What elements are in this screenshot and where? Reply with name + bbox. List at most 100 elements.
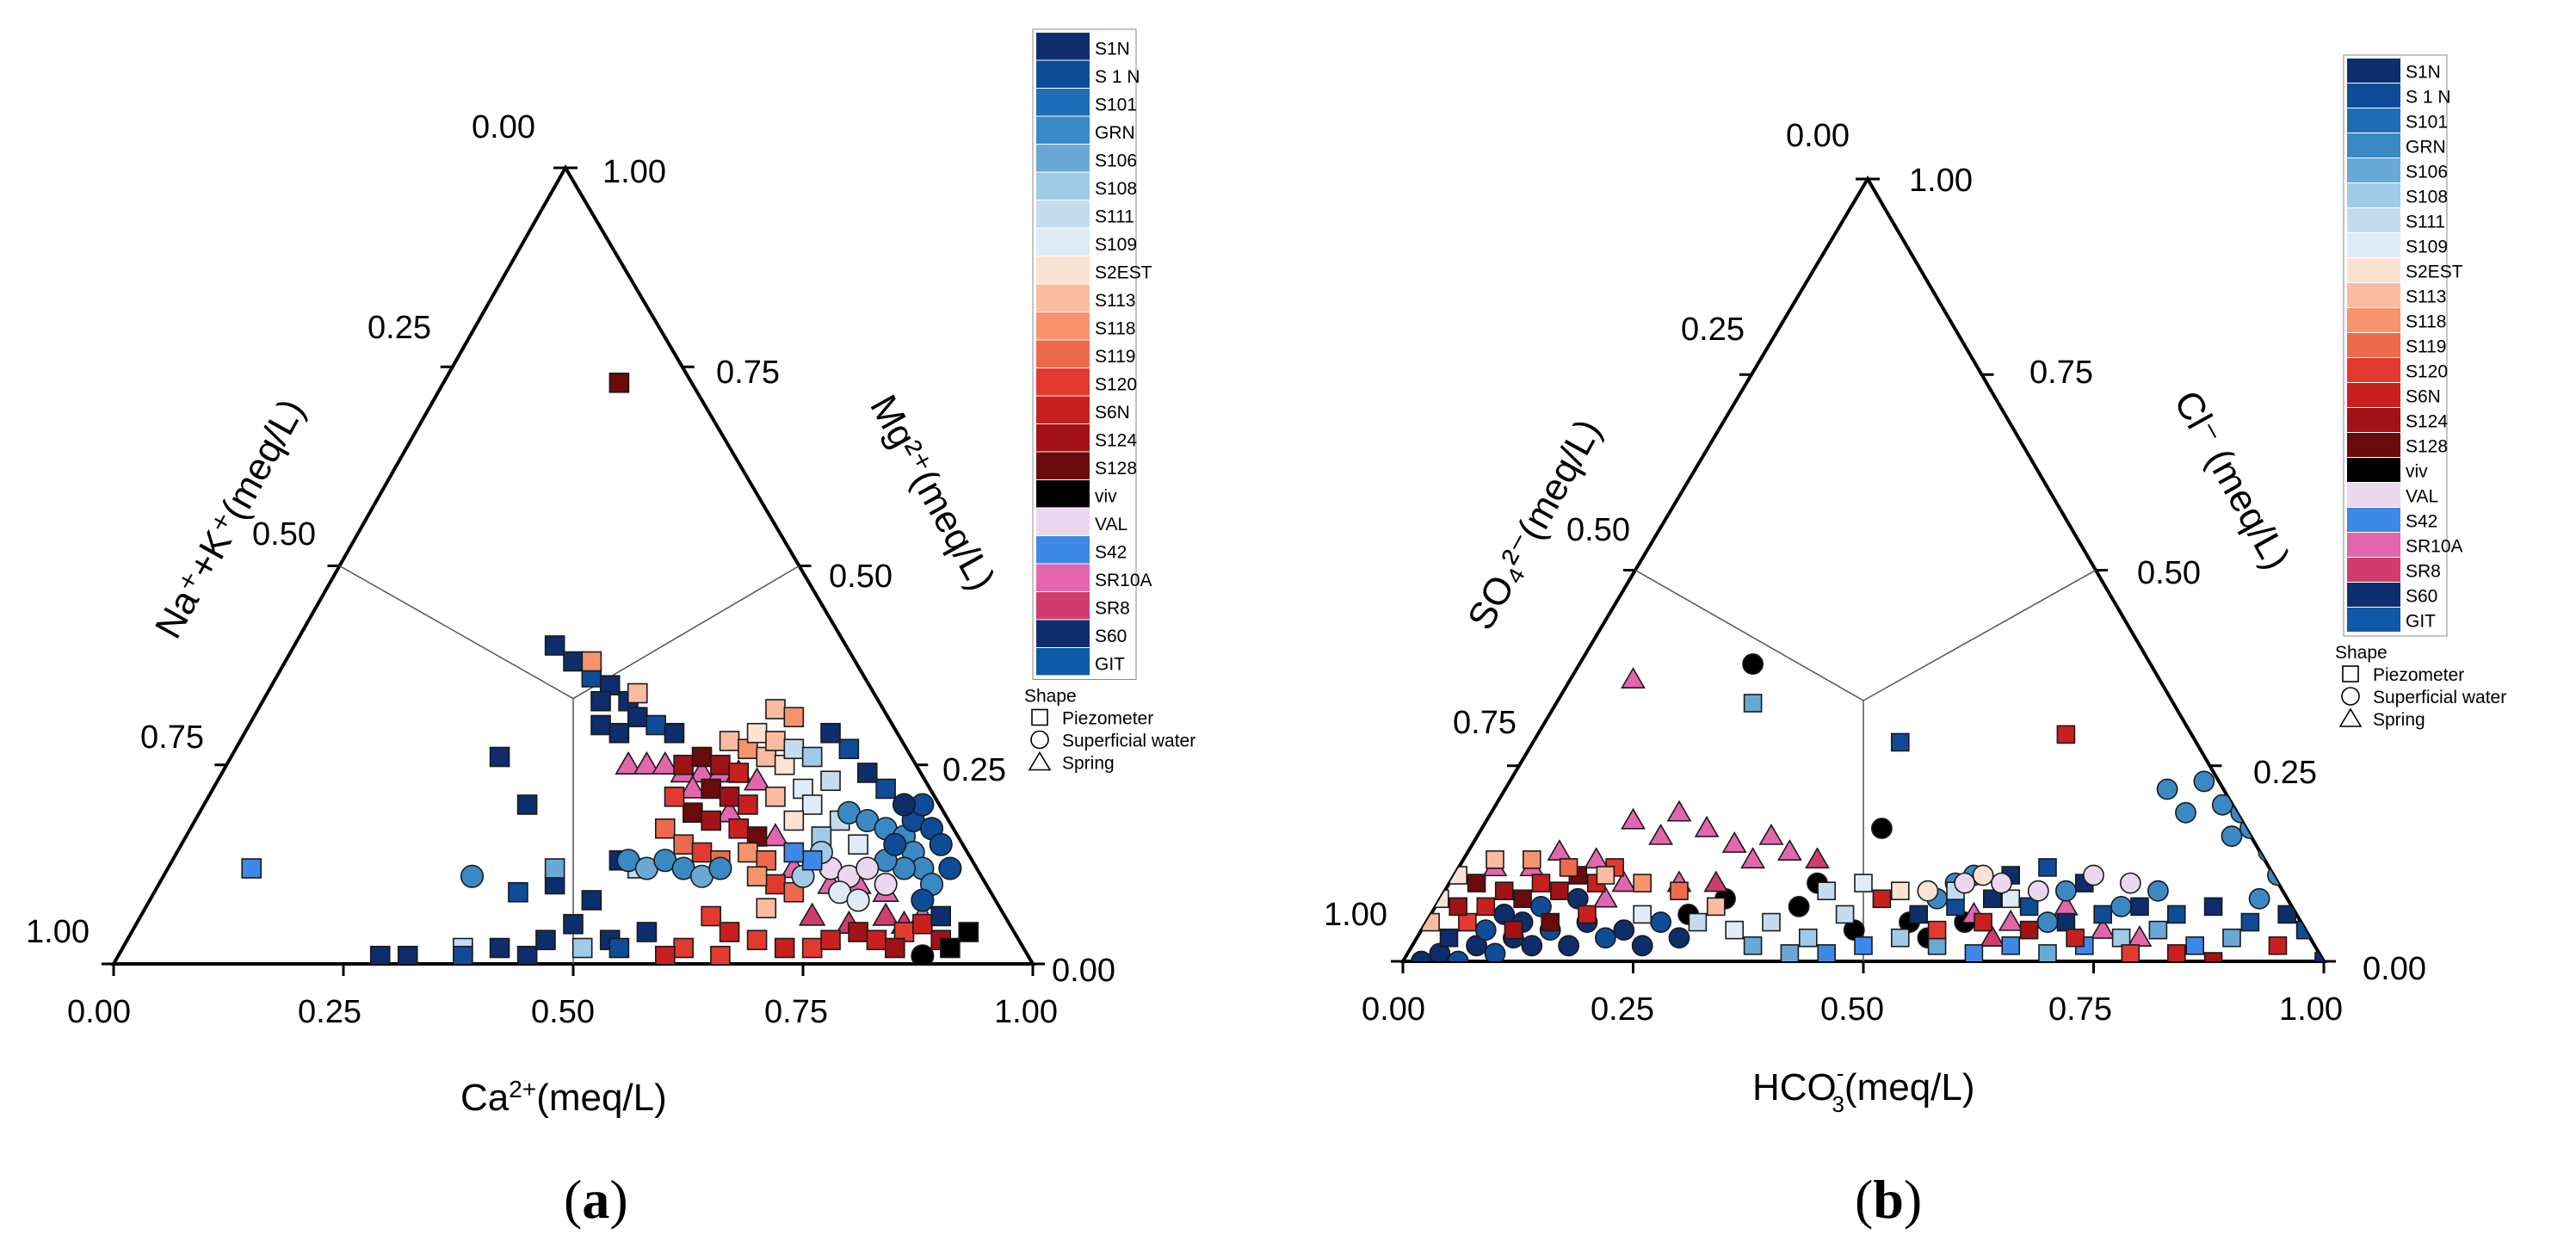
data-point-circle [856,856,880,880]
data-point-square [453,945,473,964]
data-point-circle [883,832,907,856]
legend-shape-label: Piezometer [1062,709,1153,729]
data-point-square [2056,912,2076,932]
data-point-square [1476,897,1496,917]
data-point-circle [1788,895,1810,917]
data-point-circle [2193,770,2215,793]
data-point-square [571,937,593,959]
data-point-square [783,810,805,831]
data-point-square [885,937,905,959]
data-point-square [958,922,979,942]
data-point-square [2268,936,2288,955]
legend-swatch [2347,533,2400,557]
data-point-square [1891,732,1910,752]
legend-swatch [2347,308,2400,332]
data-point-square [1854,874,1873,892]
data-point-square [701,778,722,800]
data-point-square [1964,944,1984,961]
data-point-square [728,763,750,783]
data-point-circle [938,856,962,880]
legend-swatch [2347,508,2400,532]
tick-label: 0.50 [829,559,893,595]
legend-swatch [2347,208,2400,232]
data-point-square [1974,912,1992,932]
legend-b: S1N S 1 N S101 GRN S106 S108 S111 S109 S2EST S113… [2335,54,2506,730]
data-point-square [673,937,694,959]
data-point-circle [911,944,935,964]
field-boundary-line [1634,569,1864,701]
data-point-square [710,754,731,775]
data-point-circle [1972,864,1994,886]
data-point-square [1891,881,1910,900]
data-point-square [535,929,556,951]
tick-label: 0.50 [531,994,595,1030]
tick-label: 0.25 [1681,312,1745,348]
legend-label: S124 [1095,430,1137,450]
data-point-square [783,707,805,728]
legend-swatch [2347,333,2400,357]
data-point-circle [2342,897,2362,917]
data-point-square [489,937,510,959]
data-point-square [848,834,868,855]
data-point-circle [1870,818,1893,839]
data-point-square [508,881,528,903]
legend-swatch [1036,228,1090,256]
data-point-square [2001,889,2020,909]
data-point-square [801,849,823,871]
data-point-circle [1650,911,1672,933]
data-point-square [765,731,786,751]
legend-label: S118 [1095,318,1136,338]
data-point-square [2001,936,2020,955]
legend-label: S 1 N [1095,67,1140,87]
legend-swatch [1036,452,1090,479]
legend-swatch [1036,172,1090,200]
data-point-square [608,722,630,744]
data-point-square [1762,912,1781,932]
legend-label: S109 [1095,235,1137,255]
data-point-triangle [2090,917,2116,939]
data-point-square [683,802,703,824]
data-point-square [2203,952,2223,961]
data-point-triangle [1980,925,2005,947]
data-point-triangle [1621,667,1646,689]
data-point-square [1596,866,1615,885]
data-point-square [654,818,676,839]
legend-label: S119 [1095,347,1136,367]
data-point-triangle [679,775,707,799]
tick-label: 0.50 [252,516,316,553]
data-point-triangle [1694,815,1720,837]
legend-swatch [1036,480,1090,508]
data-point-square [2121,944,2140,961]
tick-label: 0.00 [67,994,131,1030]
data-point-square [1439,928,1459,948]
legend-label: viv [2406,462,2428,482]
legend-label: S6N [2406,387,2441,407]
tick-label: 0.75 [2048,991,2112,1028]
legend-swatch [1036,620,1090,647]
panel-label-a: (a) [564,1169,628,1230]
legend-shape-label: Spring [2373,710,2425,730]
data-point-triangle [1584,847,1609,869]
data-point-square [1633,905,1652,924]
legend-label: viv [1095,486,1117,506]
data-point-circle [1474,919,1497,942]
data-point-square [1927,936,1947,955]
data-point-circle [1954,872,1976,894]
data-point-square [664,722,685,744]
data-point-square [719,731,740,751]
data-point-square [489,746,510,768]
data-point-square [940,937,961,959]
data-point-circle [2322,887,2324,910]
legend-label: S42 [2406,512,2437,532]
legend-swatch [2347,183,2400,207]
panel-label-b: (b) [1855,1169,1922,1230]
data-point-square [646,714,666,736]
data-point-square [866,929,887,951]
legend-shape-label: Superficial water [2373,688,2506,707]
data-point-square [516,945,538,964]
data-point-circle [1613,919,1635,942]
data-point-triangle [1703,870,1729,892]
data-point-square [719,922,740,942]
data-point-triangle [743,767,771,791]
data-point-circle [2110,895,2133,917]
